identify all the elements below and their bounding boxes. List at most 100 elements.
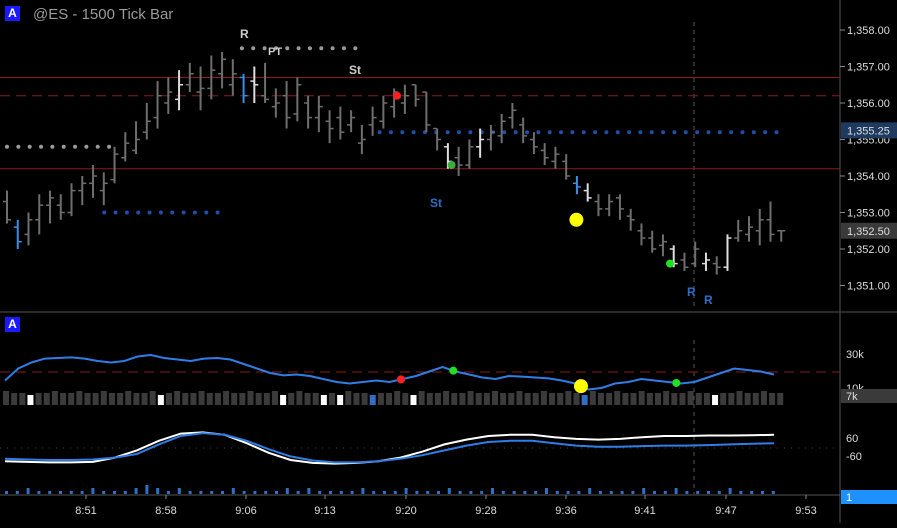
dotted-level-3-dot bbox=[147, 210, 152, 215]
dotted-level-0-dot bbox=[296, 46, 301, 51]
dotted-level-3-dot bbox=[113, 210, 118, 215]
dotted-level-1-dot bbox=[400, 130, 405, 135]
dotted-level-2-dot bbox=[16, 144, 21, 149]
histogram-bar-48 bbox=[523, 491, 527, 494]
volume-box-7 bbox=[60, 393, 67, 405]
volume-box-63 bbox=[516, 391, 523, 405]
dotted-level-0-dot bbox=[353, 46, 358, 51]
signal-marker-3 bbox=[666, 259, 674, 268]
price-tick-label-2: 1,356.00 bbox=[847, 98, 890, 110]
histogram-bar-25 bbox=[275, 491, 278, 494]
signal-marker-0 bbox=[393, 91, 401, 100]
histogram-bar-67 bbox=[728, 488, 732, 494]
dotted-level-3-dot bbox=[215, 210, 220, 215]
price-tick-label-5: 1,353.00 bbox=[847, 208, 890, 220]
histogram-bar-38 bbox=[415, 491, 419, 494]
volume-box-94 bbox=[769, 393, 776, 405]
volume-marker-0 bbox=[397, 375, 406, 384]
bottom-value-label: 1 bbox=[846, 492, 852, 504]
histogram-bar-18 bbox=[199, 491, 203, 494]
volume-box-16 bbox=[133, 393, 140, 405]
histogram-bar-7 bbox=[80, 491, 84, 494]
price-tick-label-4: 1,354.00 bbox=[847, 171, 890, 183]
volume-box-12 bbox=[100, 391, 107, 405]
dotted-level-0-dot bbox=[285, 46, 290, 51]
dotted-level-0-dot bbox=[273, 46, 278, 51]
histogram-bar-41 bbox=[447, 488, 451, 494]
dotted-level-0-dot bbox=[319, 46, 324, 51]
dotted-level-2-dot bbox=[73, 144, 78, 149]
histogram-bar-13 bbox=[145, 485, 149, 494]
dotted-level-3-dot bbox=[204, 210, 209, 215]
volume-box-56 bbox=[459, 393, 466, 405]
dotted-level-0-dot bbox=[307, 46, 312, 51]
dotted-level-1-dot bbox=[604, 130, 609, 135]
volume-box-46 bbox=[377, 393, 384, 405]
volume-box-88 bbox=[720, 393, 727, 405]
volume-box-52 bbox=[426, 393, 433, 405]
volume-box-90 bbox=[736, 391, 743, 405]
histogram-bar-37 bbox=[404, 488, 408, 494]
dotted-level-1-dot bbox=[581, 130, 586, 135]
dotted-level-2-dot bbox=[5, 144, 9, 149]
volume-box-84 bbox=[687, 391, 694, 405]
histogram-bar-43 bbox=[469, 491, 473, 494]
histogram-bar-5 bbox=[59, 491, 62, 494]
histogram-bar-22 bbox=[242, 491, 246, 494]
histogram-bar-69 bbox=[750, 491, 754, 494]
volume-box-60 bbox=[492, 391, 498, 405]
volume-box-62 bbox=[508, 393, 515, 405]
dotted-level-1-dot bbox=[717, 130, 722, 135]
histogram-bar-6 bbox=[69, 491, 73, 494]
volume-box-34 bbox=[280, 395, 287, 405]
histogram-bar-36 bbox=[393, 491, 397, 494]
histogram-bar-32 bbox=[350, 491, 354, 494]
dotted-level-2-dot bbox=[95, 144, 100, 149]
volume-box-93 bbox=[760, 391, 767, 405]
volume-box-42 bbox=[345, 391, 352, 405]
histogram-bar-1 bbox=[15, 491, 19, 494]
histogram-bar-66 bbox=[717, 491, 721, 494]
dotted-level-1-dot bbox=[559, 130, 564, 135]
volume-box-67 bbox=[549, 393, 556, 405]
volume-box-45 bbox=[369, 395, 376, 405]
volume-box-47 bbox=[386, 393, 393, 405]
histogram-bar-0 bbox=[5, 491, 8, 494]
volume-box-65 bbox=[532, 393, 539, 405]
dotted-level-1-dot bbox=[593, 130, 598, 135]
histogram-bar-23 bbox=[253, 491, 257, 494]
volume-box-58 bbox=[475, 393, 482, 405]
volume-box-11 bbox=[92, 393, 99, 405]
histogram-bar-9 bbox=[102, 491, 106, 494]
time-tick-label-2: 9:06 bbox=[235, 505, 256, 517]
osc-axis-label-1: -60 bbox=[846, 451, 862, 463]
volume-box-57 bbox=[467, 391, 474, 405]
volume-box-91 bbox=[744, 393, 751, 405]
dotted-level-1-dot bbox=[695, 130, 700, 135]
current-price-label: 1,355.25 bbox=[847, 125, 890, 137]
volume-box-8 bbox=[68, 393, 75, 405]
volume-current-box bbox=[841, 389, 897, 403]
histogram-bar-17 bbox=[188, 491, 192, 494]
dotted-level-2-dot bbox=[27, 144, 32, 149]
volume-box-38 bbox=[312, 393, 319, 405]
histogram-bar-59 bbox=[642, 488, 646, 494]
volume-box-95 bbox=[777, 393, 784, 405]
panel-a-badge[interactable]: A bbox=[5, 6, 20, 21]
indicator-a-badge[interactable]: A bbox=[5, 317, 20, 332]
chart-title: @ES - 1500 Tick Bar bbox=[33, 6, 174, 23]
volume-box-33 bbox=[271, 391, 278, 405]
histogram-bar-28 bbox=[307, 488, 311, 494]
annotation-r-top: R bbox=[240, 27, 249, 41]
volume-box-68 bbox=[557, 393, 564, 405]
histogram-bar-11 bbox=[123, 491, 127, 494]
histogram-bar-35 bbox=[383, 491, 386, 494]
volume-box-13 bbox=[108, 393, 115, 405]
dotted-level-0-dot bbox=[330, 46, 335, 51]
volume-box-66 bbox=[540, 391, 547, 405]
time-tick-label-1: 8:58 bbox=[155, 505, 176, 517]
histogram-bar-2 bbox=[26, 488, 30, 494]
volume-box-18 bbox=[149, 391, 156, 405]
